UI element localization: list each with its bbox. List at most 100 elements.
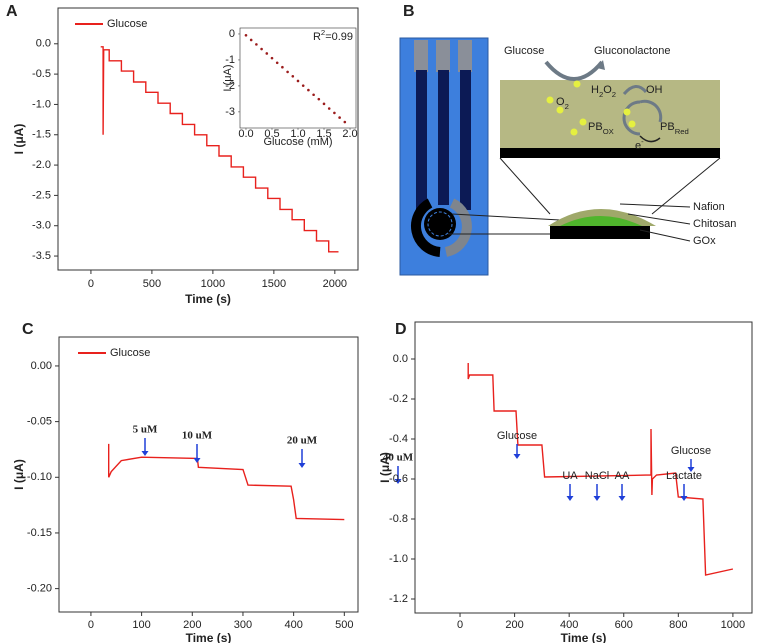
rich-label: PBOX (588, 121, 614, 136)
x-tick-label: 0 (457, 619, 463, 631)
y-tick-label: -3.5 (32, 250, 51, 262)
dot (573, 80, 581, 88)
subscript: OX (603, 127, 614, 136)
x-tick-label: 500 (143, 278, 161, 290)
inset-chart: 0.0 0.5 1.0 1.5 2.0 0 -1 -2 -3 Glucose (mM) I (μA) (222, 27, 358, 148)
annotation-arrowhead (618, 496, 626, 501)
data-point (322, 102, 326, 106)
y-axis-title: I (μA) (12, 124, 26, 155)
working-ring (427, 211, 453, 237)
zoom-line (451, 213, 561, 221)
chart: 0 100 200 300 400 5000.00-0.05-0.10-0.15-0.20… (12, 321, 414, 643)
annotation: Lactate (666, 470, 702, 482)
y-axis-title: I (μA) (378, 452, 392, 483)
data-point (312, 93, 315, 97)
x-tick-label: 1000 (721, 619, 745, 631)
text-part: R (313, 31, 321, 43)
plot-frame (58, 336, 359, 613)
annotation-arrowhead (687, 467, 695, 472)
y-tick-label: -3.0 (32, 220, 51, 232)
subscript: 2 (599, 90, 603, 99)
trace (438, 70, 449, 205)
data-point (317, 97, 321, 101)
diagram-label: Glucose (504, 45, 544, 57)
data-point (343, 120, 347, 124)
x-tick-label: 500 (335, 619, 353, 631)
y-tick-label: 0.0 (36, 38, 51, 50)
annotation: 5 uM (133, 424, 158, 436)
working-electrode (424, 208, 456, 240)
y-tick-label: -0.20 (27, 583, 52, 595)
annotation-arrowhead (394, 479, 402, 484)
y-tick-label: -2 (225, 80, 235, 92)
annotation-arrowhead (298, 463, 306, 468)
annotation-arrowhead (593, 496, 601, 501)
x-axis-title: Glucose (mM) (263, 136, 332, 148)
data-point (338, 116, 341, 119)
zoom-line (651, 157, 721, 215)
text-part: O (603, 84, 612, 96)
electrode-diagram (399, 37, 721, 276)
annotation-arrowhead (680, 496, 688, 501)
contact-pad (458, 40, 472, 72)
x-tick-label: 0 (88, 619, 94, 631)
legend-label: Glucose (107, 18, 147, 30)
dot (546, 96, 554, 104)
text-part: PB (588, 121, 603, 133)
y-tick-label: -3 (225, 106, 235, 118)
pointer (619, 203, 691, 208)
rich-label: R2=0.99 (313, 28, 353, 43)
data-point (255, 43, 258, 46)
x-tick-label: 1500 (262, 278, 286, 290)
annotation: 40 uM (383, 452, 414, 464)
zoom-line (499, 157, 551, 215)
x-tick-label: 2.0 (342, 128, 357, 140)
contact-pad (414, 40, 428, 72)
counter-electrode (411, 198, 441, 257)
enzyme-dots (546, 80, 636, 136)
diagram-label: GOx (693, 235, 716, 247)
annotation: 20 uM (287, 435, 318, 447)
x-tick-label: 400 (284, 619, 302, 631)
contact-pad (436, 40, 450, 72)
diagram-label: OH (646, 84, 663, 96)
data-point (333, 111, 336, 115)
annotation-arrowhead (193, 458, 201, 463)
x-tick-label: 200 (183, 619, 201, 631)
annotation-arrowhead (566, 496, 574, 501)
data-point (291, 75, 295, 78)
y-axis-title: I (μA) (222, 64, 234, 91)
y-tick-label: 0.0 (393, 353, 408, 365)
x-tick-label: 1.5 (316, 128, 331, 140)
x-tick-label: 1.0 (290, 128, 305, 140)
superscript: 2 (321, 28, 325, 37)
y-tick-label: 0 (229, 28, 235, 40)
panel-letter: B (403, 3, 415, 20)
y-tick-label: -2.5 (32, 189, 51, 201)
x-axis-title: Time (s) (186, 631, 232, 643)
reaction-arrow (622, 85, 648, 96)
diagram-label: Nafion (693, 201, 725, 213)
rich-label: e- (635, 137, 644, 152)
trace (416, 70, 427, 210)
x-tick-label: 0.5 (264, 128, 279, 140)
data-point (270, 56, 274, 60)
annotation-arrowhead (141, 451, 149, 456)
pointer (639, 229, 691, 242)
data-point (275, 61, 279, 65)
text-part: e (635, 140, 641, 152)
data-point (260, 47, 263, 51)
x-tick-label: 600 (615, 619, 633, 631)
data-point (244, 33, 248, 37)
y-axis-title: I (μA) (12, 459, 26, 490)
x-tick-label: 800 (669, 619, 687, 631)
dot (570, 128, 578, 136)
trace (460, 70, 471, 210)
x-tick-label: 2000 (323, 278, 347, 290)
data-point (249, 38, 253, 42)
y-tick-label: -2.0 (32, 159, 51, 171)
data-point (281, 65, 284, 69)
superscript: - (641, 137, 644, 146)
text-part: =0.99 (325, 31, 353, 43)
